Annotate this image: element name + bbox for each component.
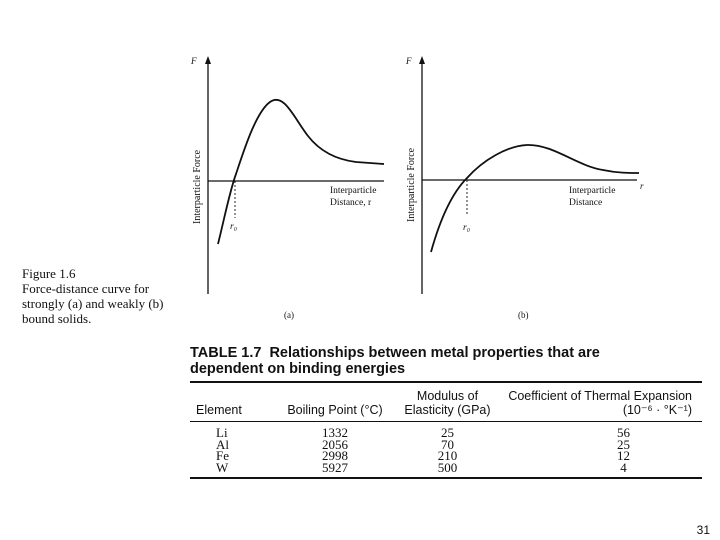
figure-caption: Figure 1.6 Force-distance curve for stro… [22,266,182,326]
y-axis-label: Interparticle Force [192,149,203,224]
page-number: 31 [696,523,710,537]
y-axis-symbol: F [190,56,197,66]
cell-modulus: 210 [437,448,458,463]
header-modulus: Modulus of Elasticity (GPa) [390,382,505,422]
table-header-row: Element Boiling Point (°C) Modulus of El… [190,382,702,422]
table-row: W 5927 500 4 [190,459,702,479]
force-curve [217,99,385,245]
figure-caption-text: Force-distance curve for strongly (a) an… [22,281,164,326]
figure-caption-title: Figure 1.6 [22,266,76,281]
cell-element: W [216,459,229,475]
force-curve [430,144,640,253]
y-axis-arrow [205,56,211,64]
cell-thermal-expansion: 56 [617,425,630,440]
x-axis-label-line1: Interparticle [330,186,376,196]
table-title: TABLE 1.7 Relationships between metal pro… [190,345,660,377]
cell-element: Fe [216,448,229,463]
header-element: Element [190,382,280,422]
y-axis-arrow [419,56,425,64]
force-distance-graph-b: F Interparticle Force r Interparticle Di… [405,56,644,320]
cell-boiling-point: 1332 [322,425,348,440]
header-boiling-point: Boiling Point (°C) [280,382,390,422]
panel-label: (a) [284,310,294,320]
cell-thermal-expansion: 12 [617,448,630,463]
x-axis-symbol: r [640,181,644,191]
cell-element: Li [216,425,228,440]
cell-thermal-expansion: 25 [617,436,630,452]
cell-boiling-point: 2056 [322,436,348,452]
cell-modulus: 500 [437,459,458,475]
cell-boiling-point: 2998 [322,448,348,463]
table-title-text: Relationships between metal properties t… [190,345,600,377]
x-axis-label-line2: Distance [569,198,602,208]
force-distance-graph-a: F Interparticle Force Interparticle Dist… [190,56,385,320]
panel-label: (b) [518,310,529,320]
cell-boiling-point: 5927 [322,459,348,475]
x-axis-label-line1: Interparticle [569,186,615,196]
cell-modulus: 70 [441,436,454,452]
header-thermal-expansion: Coefficient of Thermal Expansion (10⁻⁶ ·… [505,382,702,422]
r0-label: r₀ [463,223,470,233]
metal-properties-table: Element Boiling Point (°C) Modulus of El… [190,381,702,479]
cell-element: Al [216,436,229,452]
y-axis-symbol: F [405,56,412,66]
cell-thermal-expansion: 4 [620,459,627,475]
table-row: Fe 2998 210 12 [190,448,702,463]
y-axis-label: Interparticle Force [406,147,417,222]
table-row: Li 1332 25 56 [190,422,702,439]
table-number: TABLE 1.7 [190,345,262,361]
x-axis-label-line2: Distance, r [330,198,372,208]
table-row: Al 2056 70 25 [190,436,702,452]
cell-modulus: 25 [441,425,454,440]
r0-label: r₀ [230,222,237,232]
